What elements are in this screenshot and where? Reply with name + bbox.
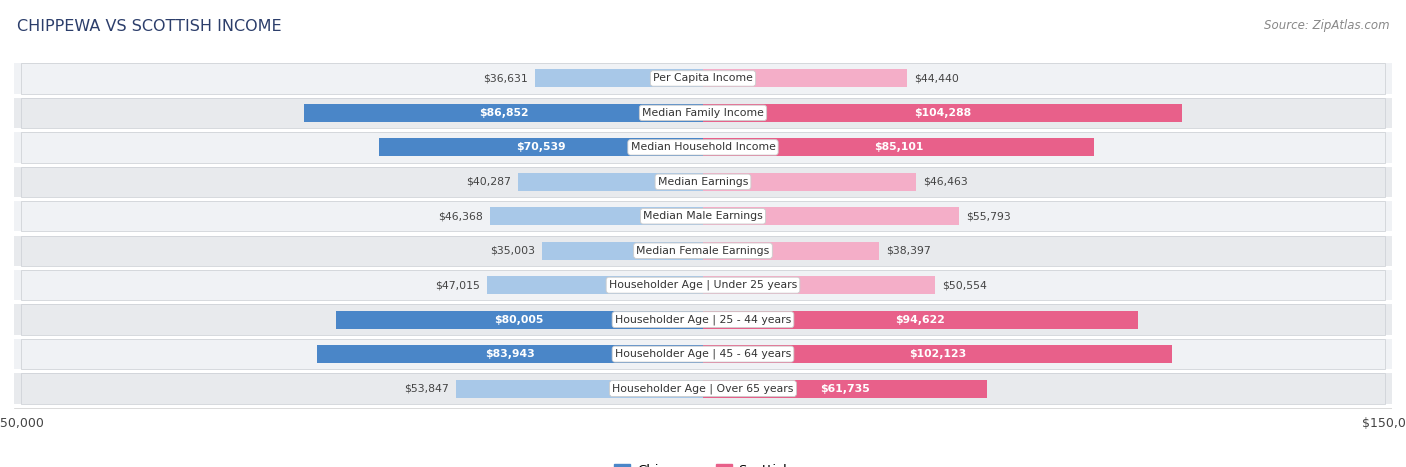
Text: Per Capita Income: Per Capita Income bbox=[652, 73, 754, 84]
Bar bbox=[21, 270, 1385, 300]
Bar bbox=[21, 98, 1385, 128]
Text: Householder Age | 25 - 44 years: Householder Age | 25 - 44 years bbox=[614, 314, 792, 325]
Text: $86,852: $86,852 bbox=[478, 108, 529, 118]
Text: Householder Age | Over 65 years: Householder Age | Over 65 years bbox=[612, 383, 794, 394]
Bar bbox=[336, 311, 703, 329]
Text: Median Male Earnings: Median Male Earnings bbox=[643, 211, 763, 221]
Bar bbox=[703, 345, 1173, 363]
Text: Householder Age | Under 25 years: Householder Age | Under 25 years bbox=[609, 280, 797, 290]
Text: $80,005: $80,005 bbox=[495, 315, 544, 325]
Bar bbox=[543, 242, 703, 260]
Text: Source: ZipAtlas.com: Source: ZipAtlas.com bbox=[1264, 19, 1389, 32]
Text: Median Female Earnings: Median Female Earnings bbox=[637, 246, 769, 256]
Bar bbox=[21, 201, 1385, 232]
Bar bbox=[14, 167, 1392, 197]
Bar bbox=[517, 173, 703, 191]
Bar bbox=[304, 104, 703, 122]
Bar bbox=[703, 173, 917, 191]
Text: $36,631: $36,631 bbox=[484, 73, 527, 84]
Bar bbox=[21, 235, 1385, 266]
Bar bbox=[380, 138, 703, 156]
Text: $53,847: $53,847 bbox=[404, 383, 449, 394]
Bar bbox=[456, 380, 703, 397]
Bar bbox=[14, 270, 1392, 300]
Text: $47,015: $47,015 bbox=[436, 280, 481, 290]
Bar bbox=[703, 207, 959, 225]
Text: $83,943: $83,943 bbox=[485, 349, 536, 359]
Bar bbox=[21, 63, 1385, 93]
Text: $55,793: $55,793 bbox=[966, 211, 1011, 221]
Text: $38,397: $38,397 bbox=[886, 246, 931, 256]
Bar bbox=[14, 304, 1392, 335]
Text: $85,101: $85,101 bbox=[873, 142, 924, 152]
Bar bbox=[14, 132, 1392, 163]
Bar bbox=[534, 70, 703, 87]
Bar bbox=[14, 201, 1392, 232]
Text: CHIPPEWA VS SCOTTISH INCOME: CHIPPEWA VS SCOTTISH INCOME bbox=[17, 19, 281, 34]
Bar bbox=[486, 276, 703, 294]
Text: Householder Age | 45 - 64 years: Householder Age | 45 - 64 years bbox=[614, 349, 792, 359]
Legend: Chippewa, Scottish: Chippewa, Scottish bbox=[609, 459, 797, 467]
Bar bbox=[21, 374, 1385, 404]
Text: Median Earnings: Median Earnings bbox=[658, 177, 748, 187]
Bar bbox=[21, 304, 1385, 335]
Bar bbox=[703, 104, 1182, 122]
Bar bbox=[703, 242, 879, 260]
Text: $44,440: $44,440 bbox=[914, 73, 959, 84]
Bar bbox=[703, 276, 935, 294]
Bar bbox=[703, 311, 1137, 329]
Text: $61,735: $61,735 bbox=[820, 383, 870, 394]
Bar bbox=[703, 70, 907, 87]
Bar bbox=[14, 339, 1392, 369]
Bar bbox=[318, 345, 703, 363]
Text: $94,622: $94,622 bbox=[896, 315, 945, 325]
Bar bbox=[14, 235, 1392, 266]
Text: Median Family Income: Median Family Income bbox=[643, 108, 763, 118]
Text: $40,287: $40,287 bbox=[467, 177, 510, 187]
Text: $104,288: $104,288 bbox=[914, 108, 972, 118]
Text: $46,463: $46,463 bbox=[924, 177, 969, 187]
Text: Median Household Income: Median Household Income bbox=[630, 142, 776, 152]
Text: $46,368: $46,368 bbox=[439, 211, 484, 221]
Bar bbox=[14, 374, 1392, 404]
Bar bbox=[21, 339, 1385, 369]
Text: $50,554: $50,554 bbox=[942, 280, 987, 290]
Bar bbox=[14, 63, 1392, 93]
Bar bbox=[21, 167, 1385, 197]
Bar bbox=[703, 380, 987, 397]
Bar bbox=[703, 138, 1094, 156]
Bar bbox=[491, 207, 703, 225]
Text: $35,003: $35,003 bbox=[491, 246, 536, 256]
Text: $70,539: $70,539 bbox=[516, 142, 565, 152]
Bar bbox=[21, 132, 1385, 163]
Bar bbox=[14, 98, 1392, 128]
Text: $102,123: $102,123 bbox=[908, 349, 966, 359]
